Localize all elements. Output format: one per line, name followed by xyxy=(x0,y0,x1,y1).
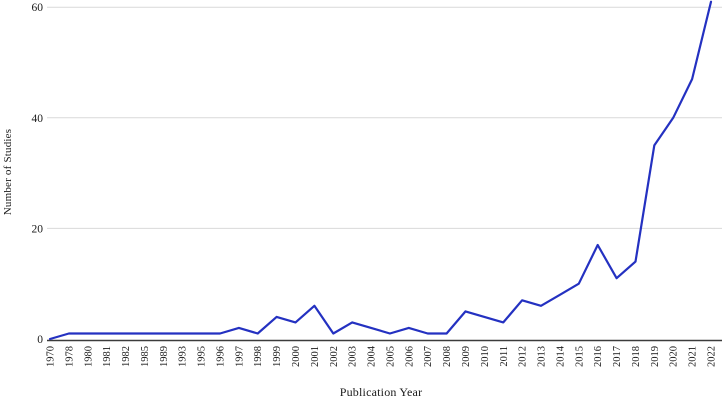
x-tick-label-1982: 1982 xyxy=(121,346,132,367)
x-tick-label-2011: 2011 xyxy=(499,346,510,367)
x-tick-label-2016: 2016 xyxy=(593,346,604,367)
x-tick-label-1993: 1993 xyxy=(178,346,189,367)
x-tick-label-1989: 1989 xyxy=(159,346,170,367)
x-tick-label-2014: 2014 xyxy=(555,345,566,367)
x-tick-label-2005: 2005 xyxy=(385,346,396,367)
x-tick-label-2009: 2009 xyxy=(461,346,472,367)
x-tick-label-1999: 1999 xyxy=(272,346,283,367)
y-tick-label-0: 0 xyxy=(37,334,43,346)
y-tick-label-40: 40 xyxy=(32,113,44,125)
x-tick-label-2010: 2010 xyxy=(480,346,491,367)
x-tick-label-1970: 1970 xyxy=(46,346,57,367)
x-tick-label-2012: 2012 xyxy=(518,346,529,367)
x-tick-label-2001: 2001 xyxy=(310,346,321,367)
x-tick-label-2007: 2007 xyxy=(423,346,434,367)
x-tick-label-2022: 2022 xyxy=(707,346,718,367)
x-tick-label-2015: 2015 xyxy=(574,346,585,367)
x-tick-label-2017: 2017 xyxy=(612,346,623,367)
y-axis-title: Number of Studies xyxy=(2,128,14,216)
x-tick-label-2013: 2013 xyxy=(537,346,548,367)
x-tick-label-2008: 2008 xyxy=(442,346,453,367)
x-tick-label-2021: 2021 xyxy=(688,346,699,367)
x-tick-label-2004: 2004 xyxy=(367,345,378,367)
x-tick-label-1985: 1985 xyxy=(140,346,151,367)
x-axis-title: Publication Year xyxy=(339,385,423,399)
x-tick-label-2006: 2006 xyxy=(404,346,415,367)
x-tick-label-1996: 1996 xyxy=(215,346,226,367)
x-tick-label-2019: 2019 xyxy=(650,346,661,367)
x-tick-label-2018: 2018 xyxy=(631,346,642,367)
x-tick-label-1995: 1995 xyxy=(197,346,208,367)
x-tick-label-1981: 1981 xyxy=(102,346,113,367)
x-tick-label-2003: 2003 xyxy=(348,346,359,367)
x-tick-label-1978: 1978 xyxy=(64,346,75,367)
x-tick-label-2020: 2020 xyxy=(669,346,680,367)
x-tick-label-1980: 1980 xyxy=(83,346,94,367)
data-line xyxy=(48,0,713,341)
x-tick-label-2002: 2002 xyxy=(329,346,340,367)
x-tick-label-1997: 1997 xyxy=(234,346,245,367)
x-tick-label-1998: 1998 xyxy=(253,346,264,367)
y-tick-label-20: 20 xyxy=(32,223,44,235)
x-tick-label-2000: 2000 xyxy=(291,346,302,367)
y-tick-label-60: 60 xyxy=(32,2,44,14)
